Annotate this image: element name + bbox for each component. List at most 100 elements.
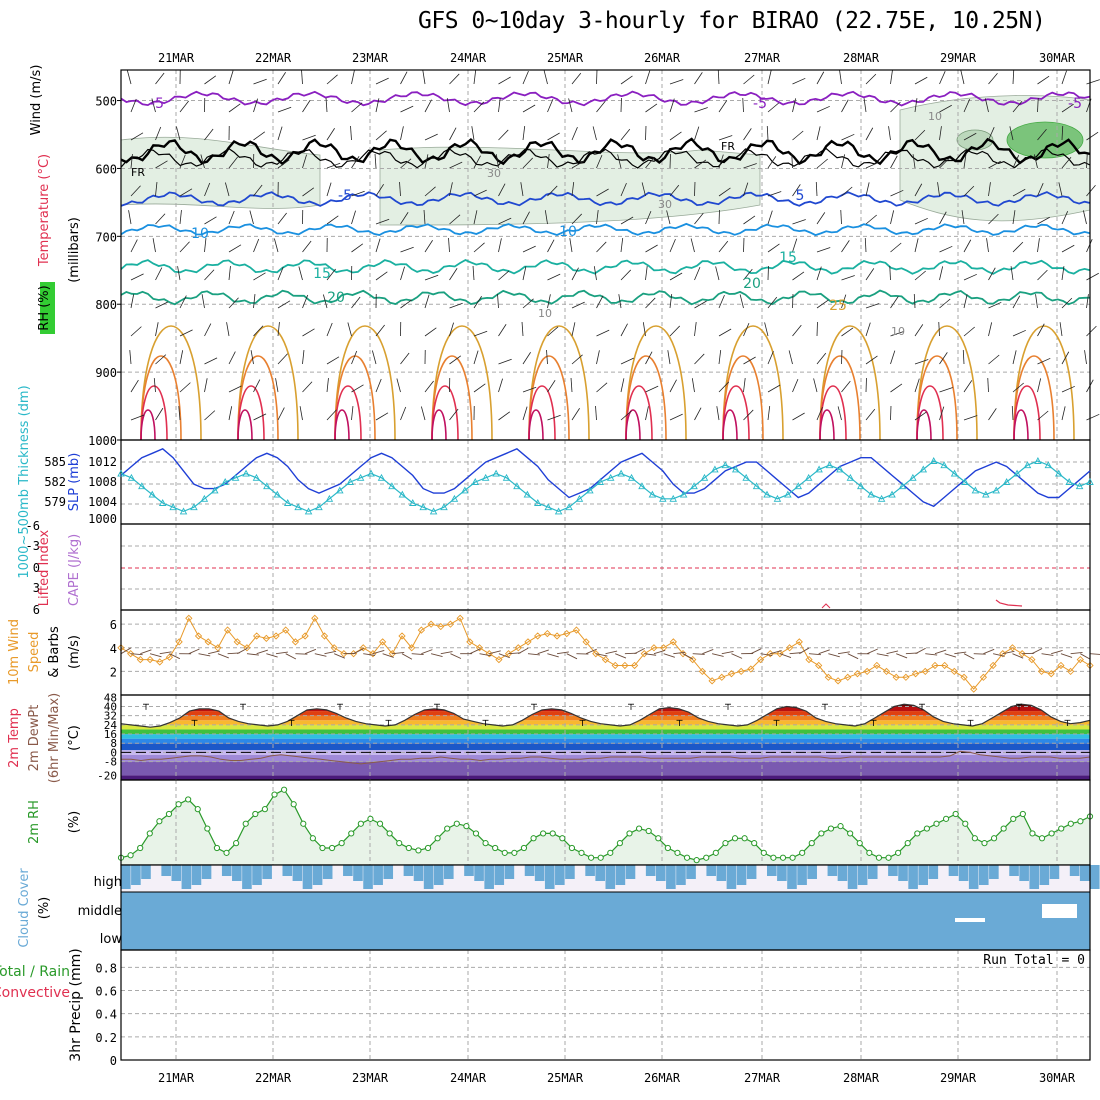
rh-2m-marker (731, 835, 739, 842)
contour-label: -5 (338, 188, 352, 204)
wind-barb (694, 107, 708, 113)
wind-barb (645, 156, 655, 169)
wind-barb (792, 219, 806, 225)
thickness-marker (263, 482, 271, 490)
cloud-high-bar (433, 865, 444, 885)
rh-2m-marker (971, 835, 978, 842)
temperature-2m-line (120, 703, 1091, 728)
cloud-high-bar (544, 865, 555, 889)
wind-barb (253, 325, 264, 337)
wind-barb-10m (1002, 650, 1015, 655)
wind-barb-10m (847, 653, 859, 660)
thickness-marker (679, 490, 688, 498)
wind-barb (522, 104, 536, 113)
cloud-high-bar (746, 865, 757, 879)
temperature-contour-loop (819, 355, 861, 441)
wind-barb (179, 241, 190, 253)
contour-label: -5 (150, 96, 164, 112)
wind-barb (813, 378, 818, 393)
wind-speed-marker (301, 632, 309, 640)
rh-2m-marker (895, 849, 902, 856)
wind-speed-marker (282, 626, 290, 634)
wind-barb (865, 182, 870, 197)
temp-color-band (121, 761, 1090, 776)
rh-2m-marker (511, 849, 518, 856)
thickness-marker (117, 469, 125, 477)
wind-barb (841, 133, 855, 141)
wind-barb (400, 352, 410, 365)
temperature-contour-loop (819, 409, 835, 441)
wind-barb (645, 385, 659, 393)
temperature-contour-loop (528, 355, 570, 441)
wind-barb (1082, 210, 1087, 225)
wind-barb-10m (537, 649, 549, 655)
rh-2m-marker (482, 840, 489, 847)
wind-barb (641, 182, 646, 197)
wind-barb (767, 406, 771, 421)
cloud-high-bar (655, 865, 666, 881)
pressure-tick-label: 500 (95, 95, 117, 109)
wind-barb (715, 266, 720, 281)
temperature-contour-loop (431, 355, 473, 441)
thickness-marker (1044, 461, 1053, 469)
wind-barb (253, 131, 266, 141)
wind-tick-label: 4 (110, 642, 117, 656)
wind-barb (1061, 125, 1064, 141)
wind-speed-marker (824, 673, 833, 681)
thickness-marker (1034, 457, 1042, 464)
wind-barb (1037, 378, 1042, 393)
wind-barb (375, 98, 380, 113)
wind-barb (473, 242, 485, 253)
wind-barb (302, 350, 305, 365)
wind-barb (939, 352, 948, 365)
cloud-high-bar (252, 865, 262, 885)
wind-speed-marker (815, 661, 823, 670)
date-label-bottom: 23MAR (352, 1071, 389, 1085)
wind-barb (620, 357, 634, 365)
wind-barb (302, 154, 307, 169)
wind-barb (228, 297, 239, 309)
wind-barb (130, 185, 141, 197)
date-label-top: 24MAR (450, 51, 487, 65)
rh-2m-marker (156, 818, 163, 825)
thickness-marker (283, 499, 292, 506)
rh-2m-marker (568, 844, 576, 852)
rh-2m-marker (674, 849, 681, 856)
wind-barb (226, 322, 230, 337)
wind-barb (1084, 350, 1087, 365)
rh-2m-marker (655, 835, 662, 842)
wind-barb (569, 238, 573, 253)
wind-barb (863, 98, 867, 113)
wind-barb (155, 126, 162, 141)
wind-barb-10m (547, 653, 559, 658)
temperature-contour-loop (625, 409, 641, 441)
rh-2m-marker (559, 835, 566, 842)
wind-speed-marker (902, 673, 910, 681)
precip-total-label: Total / Rain (0, 964, 70, 980)
temperature-contour-loop (1013, 355, 1055, 441)
rh-2m-marker (137, 844, 144, 852)
wind-barb-10m (518, 647, 529, 655)
rh-2m-marker (990, 835, 998, 842)
wind-barb-10m (866, 648, 878, 655)
wind-barb-10m (208, 650, 220, 655)
wind-barb (571, 301, 585, 309)
wind-barb (792, 378, 799, 393)
wind-barb (298, 266, 303, 281)
wind-barb-10m (711, 653, 724, 657)
rh-2m-marker (290, 801, 297, 808)
wind-barb (375, 324, 385, 337)
wind-barb (497, 294, 499, 309)
cloud-high-bar (736, 865, 747, 885)
cloud-high-bar (797, 865, 807, 885)
wind-barb (1086, 294, 1089, 309)
wind-barb (522, 157, 534, 169)
wind-barb (743, 182, 749, 197)
thickness-marker (169, 503, 177, 511)
wind-barb (547, 294, 551, 309)
wind-barb-10m (256, 649, 269, 655)
wind-barb (400, 266, 405, 281)
wind-barb (669, 325, 681, 337)
wind-barb-10m (140, 649, 152, 655)
wind-speed-marker (805, 655, 813, 664)
